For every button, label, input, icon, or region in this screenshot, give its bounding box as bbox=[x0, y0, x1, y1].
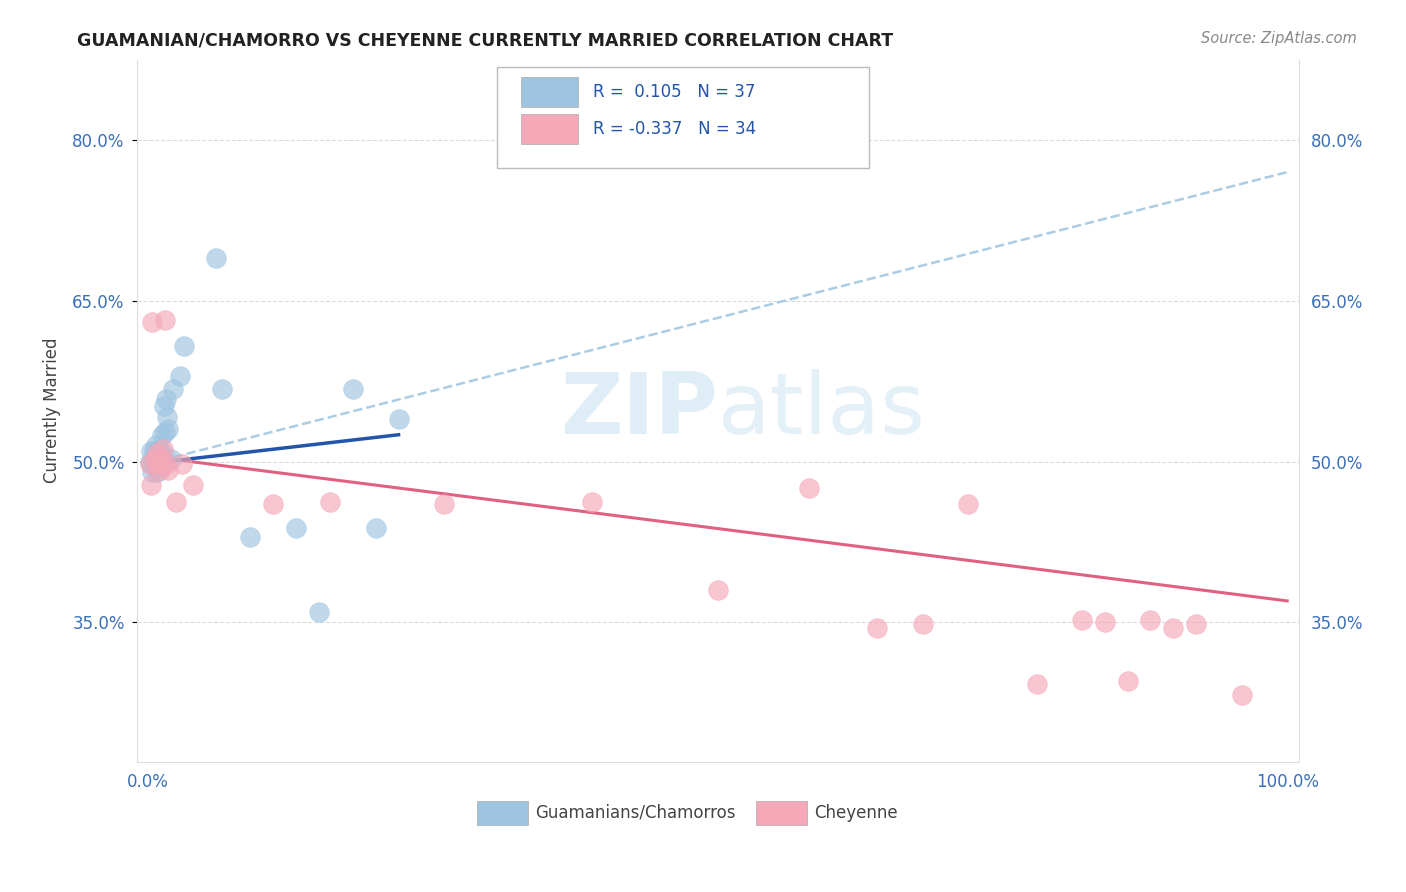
Text: GUAMANIAN/CHAMORRO VS CHEYENNE CURRENTLY MARRIED CORRELATION CHART: GUAMANIAN/CHAMORRO VS CHEYENNE CURRENTLY… bbox=[77, 31, 893, 49]
Point bbox=[141, 443, 163, 458]
Point bbox=[1071, 613, 1094, 627]
Point bbox=[342, 382, 364, 396]
Point bbox=[141, 315, 163, 329]
Point bbox=[153, 399, 176, 413]
Point bbox=[797, 481, 820, 495]
Point bbox=[152, 442, 174, 456]
Point bbox=[211, 382, 233, 396]
Point bbox=[165, 495, 187, 509]
Point bbox=[139, 454, 162, 468]
FancyBboxPatch shape bbox=[522, 114, 578, 144]
Point bbox=[866, 621, 889, 635]
Y-axis label: Currently Married: Currently Married bbox=[44, 338, 60, 483]
Point bbox=[169, 368, 191, 383]
Point bbox=[1116, 674, 1139, 689]
FancyBboxPatch shape bbox=[756, 801, 807, 825]
Point bbox=[387, 411, 409, 425]
Point bbox=[148, 457, 170, 471]
Point bbox=[150, 457, 173, 471]
FancyBboxPatch shape bbox=[477, 801, 529, 825]
Text: R =  0.105   N = 37: R = 0.105 N = 37 bbox=[593, 83, 755, 101]
Point bbox=[148, 452, 170, 467]
Point bbox=[285, 521, 308, 535]
Point bbox=[143, 459, 166, 474]
Point bbox=[148, 452, 170, 467]
Point bbox=[148, 446, 170, 460]
Point bbox=[364, 521, 387, 535]
Point bbox=[157, 422, 180, 436]
Text: ZIP: ZIP bbox=[560, 369, 717, 452]
Point bbox=[157, 463, 180, 477]
Point bbox=[149, 446, 172, 460]
Point bbox=[162, 382, 184, 396]
Point bbox=[155, 457, 177, 471]
Point bbox=[183, 478, 205, 492]
Point bbox=[156, 409, 179, 424]
Point bbox=[148, 442, 170, 456]
Point bbox=[319, 495, 342, 509]
Point bbox=[239, 530, 262, 544]
FancyBboxPatch shape bbox=[496, 67, 869, 169]
Point bbox=[141, 454, 163, 468]
Point bbox=[1025, 677, 1047, 691]
Text: Guamanians/Chamorros: Guamanians/Chamorros bbox=[536, 804, 735, 822]
Point bbox=[957, 497, 980, 511]
Point bbox=[152, 446, 174, 460]
FancyBboxPatch shape bbox=[522, 77, 578, 107]
Text: atlas: atlas bbox=[717, 369, 925, 452]
Point bbox=[1094, 615, 1116, 630]
Point bbox=[146, 465, 169, 479]
Point bbox=[146, 446, 169, 460]
Point bbox=[143, 452, 166, 467]
Point bbox=[1230, 688, 1253, 702]
Point bbox=[153, 313, 176, 327]
Point bbox=[153, 425, 176, 439]
Point bbox=[433, 497, 456, 511]
Point bbox=[159, 452, 181, 467]
Point bbox=[205, 251, 228, 265]
Point bbox=[145, 457, 167, 471]
Point bbox=[149, 463, 172, 477]
Point bbox=[1185, 617, 1208, 632]
Text: Source: ZipAtlas.com: Source: ZipAtlas.com bbox=[1201, 31, 1357, 46]
Point bbox=[146, 454, 169, 468]
Point bbox=[143, 449, 166, 463]
Point bbox=[172, 457, 194, 471]
Point bbox=[155, 392, 177, 407]
Text: R = -0.337   N = 34: R = -0.337 N = 34 bbox=[593, 120, 756, 138]
Point bbox=[1139, 613, 1161, 627]
Point bbox=[262, 497, 284, 511]
Point bbox=[142, 443, 165, 458]
Point bbox=[139, 457, 162, 471]
Point bbox=[145, 438, 167, 452]
Point bbox=[150, 427, 173, 442]
Point bbox=[141, 478, 163, 492]
Point bbox=[706, 583, 728, 598]
Point bbox=[141, 465, 163, 479]
Point bbox=[145, 454, 167, 468]
Point bbox=[308, 605, 330, 619]
Point bbox=[150, 452, 173, 467]
Point bbox=[1161, 621, 1184, 635]
Text: Cheyenne: Cheyenne bbox=[814, 804, 897, 822]
Point bbox=[581, 495, 603, 509]
Point bbox=[142, 454, 165, 468]
Point bbox=[173, 339, 195, 353]
Point bbox=[148, 457, 170, 471]
Point bbox=[911, 617, 934, 632]
